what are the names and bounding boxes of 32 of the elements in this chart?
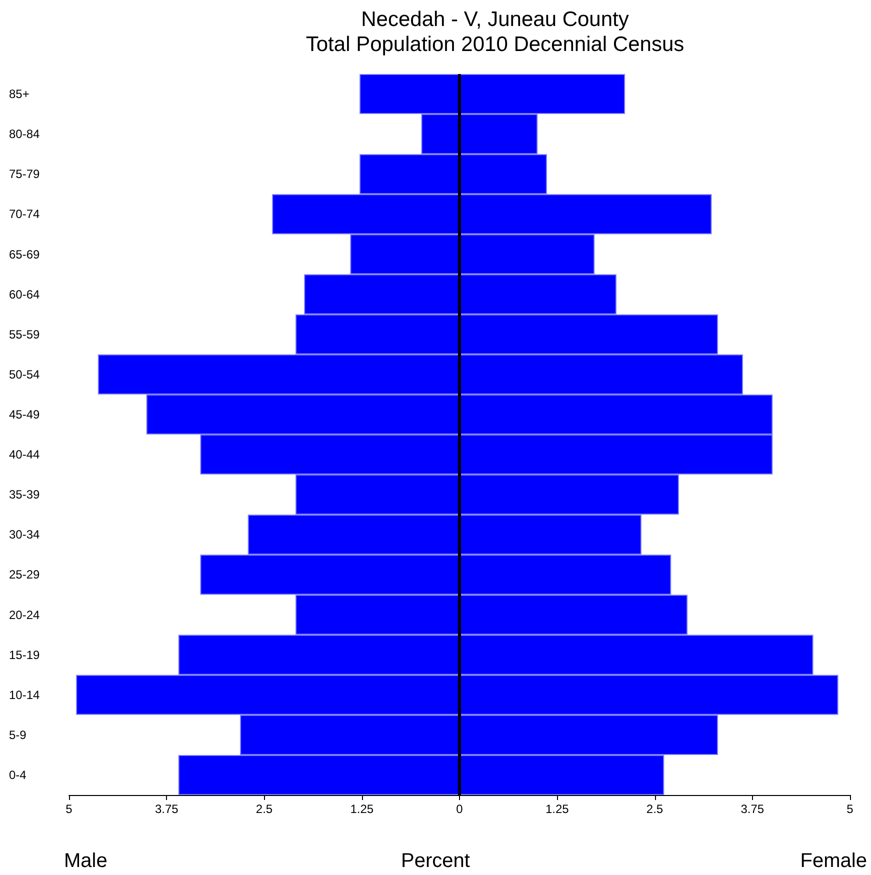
y-tick-label: 40-44 xyxy=(9,448,40,462)
x-tick-label: 1.25 xyxy=(350,802,374,816)
y-tick-label: 35-39 xyxy=(9,488,40,502)
text: Female xyxy=(800,850,868,872)
chart-subtitle: Total Population 2010 Decennial Census xyxy=(306,33,684,56)
x-tick-label: 5 xyxy=(66,802,73,816)
y-tick-label: 75-79 xyxy=(9,167,40,182)
chart-title: Necedah - V, Juneau County xyxy=(361,8,630,31)
y-tick-label: 65-69 xyxy=(9,247,40,262)
y-tick-label: 50-54 xyxy=(9,367,40,382)
text: Male xyxy=(64,850,108,872)
y-tick-label: 80-84 xyxy=(9,127,40,142)
y-tick-label: 70-74 xyxy=(9,207,40,222)
x-tick-label: 2.5 xyxy=(256,802,273,816)
x-tick-label: 1.25 xyxy=(545,802,570,816)
x-tick-label: 3.75 xyxy=(154,802,179,816)
y-tick-label: 20-24 xyxy=(9,608,40,622)
y-tick-label: 85+ xyxy=(9,87,30,102)
x-tick-label: 0 xyxy=(456,802,464,816)
x-tick-label: 3.75 xyxy=(740,802,764,816)
x-axis-title: Percent xyxy=(401,850,470,872)
y-tick-label: 10-14 xyxy=(9,688,40,702)
y-tick-label: 55-59 xyxy=(9,327,40,342)
y-tick-label: 45-49 xyxy=(9,407,40,422)
y-tick-label: 5-9 xyxy=(9,728,27,742)
y-tick-label: 0-4 xyxy=(9,768,27,782)
y-tick-label: 25-29 xyxy=(9,568,40,582)
x-tick-label: 2.5 xyxy=(646,802,664,816)
y-tick-label: 30-34 xyxy=(9,528,40,542)
y-tick-label: 15-19 xyxy=(9,648,40,662)
x-tick-label: 5 xyxy=(846,802,854,816)
y-tick-label: 60-64 xyxy=(9,287,40,302)
